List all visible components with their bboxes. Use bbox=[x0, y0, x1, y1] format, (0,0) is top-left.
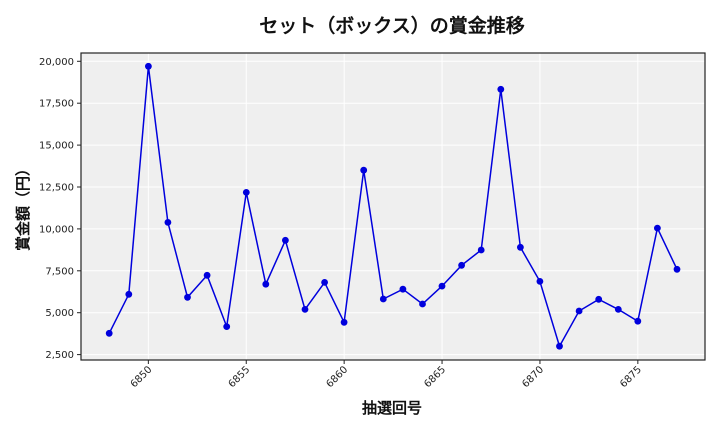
y-tick-label: 15,000 bbox=[39, 141, 74, 152]
x-tick-label: 6875 bbox=[618, 364, 644, 390]
y-tick-label: 5,000 bbox=[45, 308, 74, 319]
x-axis-label: 抽選回号 bbox=[362, 399, 422, 417]
y-axis-ticks: 2,500 5,000 7,500 10,000 12,500 15,000 17,500 2… bbox=[39, 57, 81, 361]
data-point bbox=[438, 282, 446, 290]
data-point bbox=[399, 285, 407, 293]
y-tick-label: 2,500 bbox=[45, 350, 74, 361]
data-point bbox=[223, 323, 231, 330]
plot-frame bbox=[80, 52, 706, 361]
x-tick-label: 6855 bbox=[227, 364, 253, 390]
chart-title: セット（ボックス）の賞金推移 bbox=[259, 14, 524, 37]
x-tick-label: 6860 bbox=[324, 364, 350, 390]
data-point bbox=[419, 300, 426, 308]
data-point bbox=[379, 295, 387, 303]
grid-lines bbox=[81, 53, 705, 360]
data-point bbox=[517, 243, 524, 251]
x-tick-label: 6870 bbox=[520, 364, 546, 390]
x-tick-label: 6850 bbox=[129, 364, 155, 390]
data-point bbox=[360, 166, 368, 174]
data-point bbox=[536, 278, 544, 285]
data-point bbox=[673, 265, 681, 273]
data-point bbox=[654, 224, 661, 232]
data-series bbox=[105, 62, 681, 350]
data-point bbox=[321, 279, 328, 286]
data-point bbox=[184, 293, 191, 301]
plot-area bbox=[81, 53, 705, 360]
data-point bbox=[164, 219, 172, 226]
y-tick-label: 17,500 bbox=[39, 99, 74, 110]
data-point bbox=[556, 342, 563, 350]
data-point bbox=[477, 246, 485, 254]
data-point bbox=[497, 85, 505, 93]
y-axis-label: 賞金額（円） bbox=[14, 161, 32, 251]
data-point bbox=[242, 189, 250, 196]
x-tick-label: 6865 bbox=[422, 364, 448, 390]
data-point bbox=[634, 317, 642, 325]
x-axis-ticks: 6850 6855 6860 6865 6870 6875 bbox=[129, 360, 644, 390]
data-point bbox=[105, 329, 113, 337]
data-point bbox=[301, 306, 309, 313]
y-tick-label: 7,500 bbox=[45, 266, 74, 277]
data-point bbox=[614, 306, 622, 313]
data-point bbox=[262, 280, 270, 288]
y-tick-label: 20,000 bbox=[39, 57, 74, 68]
data-point bbox=[282, 236, 289, 244]
data-point bbox=[575, 307, 583, 315]
y-tick-label: 12,500 bbox=[39, 182, 74, 193]
y-tick-label: 10,000 bbox=[39, 224, 74, 235]
series-line bbox=[108, 66, 678, 349]
data-point bbox=[145, 62, 152, 70]
data-point bbox=[203, 271, 211, 279]
data-point bbox=[125, 290, 133, 298]
data-point bbox=[458, 261, 465, 269]
data-point bbox=[340, 318, 348, 326]
data-point bbox=[595, 295, 603, 303]
